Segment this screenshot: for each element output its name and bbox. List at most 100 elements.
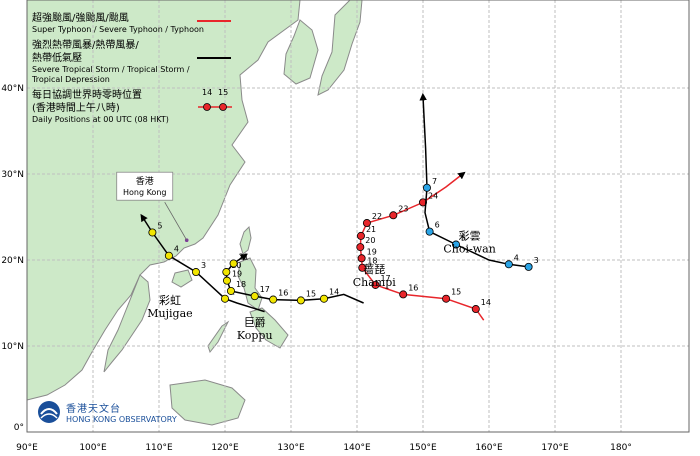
hong-kong-en: Hong Kong	[123, 188, 167, 197]
daily-position-dot	[250, 292, 259, 301]
daily-position-dot	[220, 294, 229, 303]
daily-position-dot	[442, 294, 451, 303]
daily-position-label: 17	[260, 285, 270, 294]
daily-position-label: 18	[367, 257, 377, 266]
lon-label: 120°E	[211, 443, 239, 453]
lon-label: 130°E	[277, 443, 305, 453]
daily-position-label: 15	[306, 289, 316, 298]
legend-daily-sample: 14 15	[198, 88, 232, 111]
daily-position-label: 6	[435, 221, 440, 230]
daily-position-label: 7	[432, 177, 437, 186]
daily-position-dot	[524, 262, 533, 271]
daily-position-dot	[191, 268, 200, 277]
daily-position-dot	[358, 263, 367, 272]
daily-position-dot	[357, 254, 366, 263]
japan	[317, 0, 363, 96]
legend-storm-zh-2: 熱帶低氣壓	[32, 53, 82, 64]
daily-position-label: 14	[481, 298, 491, 307]
lon-label: 180°	[610, 443, 632, 453]
legend-daily-en: Daily Positions at 00 UTC (08 HKT)	[32, 115, 169, 124]
vietnam-peninsula	[103, 274, 151, 373]
daily-position-label: 22	[372, 212, 382, 221]
graticule	[26, 0, 690, 433]
daily-position-label: 14	[329, 288, 339, 297]
hong-kong-zh: 香港	[136, 175, 154, 187]
daily-position-dot	[389, 211, 398, 220]
daily-position-dot	[319, 294, 328, 303]
palawan	[207, 320, 230, 354]
daily-position-label: 3	[534, 256, 539, 265]
daily-position-dot	[371, 280, 380, 289]
legend-storm-en-1: Severe Tropical Storm / Tropical Storm /	[32, 65, 190, 74]
borneo	[169, 379, 246, 426]
daily-position-label: 5	[157, 221, 162, 230]
daily-position-dot	[356, 231, 365, 240]
daily-position-dot	[399, 290, 408, 299]
legend-typhoon-en: Super Typhoon / Severe Typhoon / Typhoon	[32, 25, 204, 34]
storm-name-en: Koppu	[237, 329, 273, 342]
lon-label: 170°E	[541, 443, 569, 453]
daily-position-label: 5	[461, 234, 466, 243]
lon-label: 140°E	[343, 443, 371, 453]
daily-position-label: 24	[428, 191, 438, 200]
daily-position-label: 16	[408, 283, 418, 292]
legend-storm-zh-1: 強烈熱帶風暴/熱帶風暴/	[32, 40, 139, 51]
lat-label: 10°N	[1, 342, 24, 352]
visayas-mindanao	[249, 307, 289, 349]
daily-position-dot	[164, 251, 173, 260]
storm-name-zh: 彩雲	[459, 230, 481, 243]
daily-position-dot	[422, 183, 431, 192]
daily-position-label: 16	[278, 289, 288, 298]
storm-name-zh: 蔷琵	[363, 263, 385, 276]
daily-position-dot	[226, 286, 235, 295]
daily-position-label: 23	[398, 204, 408, 213]
daily-position-label: 21	[366, 225, 376, 234]
lat-label: 30°N	[1, 170, 24, 180]
hainan	[171, 269, 193, 288]
lat-label: 20°N	[1, 256, 24, 266]
legend-typhoon: 超強颱風/強颱風/颱風 Super Typhoon / Severe Typho…	[32, 12, 237, 35]
lon-label: 160°E	[475, 443, 503, 453]
legend-daily-zh-1: 每日協調世界時零時位置	[32, 90, 142, 101]
daily-position-label: 18	[236, 280, 246, 289]
lat-label: 40°N	[1, 84, 24, 94]
lon-label: 90°E	[16, 443, 38, 453]
legend-typhoon-zh: 超強颱風/強颱風/颱風	[32, 13, 129, 24]
track-choi-wan: 3 4 5 6 7	[419, 92, 539, 271]
legend-day-b: 15	[218, 88, 228, 97]
hko-emblem-icon	[38, 401, 60, 423]
daily-position-dot	[269, 295, 278, 304]
storm-name-zh: 彩虹	[159, 294, 181, 307]
daily-position-dot	[148, 228, 157, 237]
daily-position-dot	[229, 259, 238, 268]
hko-logo: 香港天文台 HONG KONG OBSERVATORY	[36, 400, 177, 424]
lon-label: 110°E	[145, 443, 173, 453]
daily-position-dot	[362, 219, 371, 228]
daily-position-dot	[425, 227, 434, 236]
lat-label: 0°	[14, 423, 24, 433]
daily-position-dot	[418, 198, 427, 207]
legend-storm-en-2: Tropical Depression	[32, 75, 110, 84]
lon-label: 100°E	[79, 443, 107, 453]
daily-position-dot	[296, 296, 305, 305]
lon-label: 150°E	[409, 443, 437, 453]
legend-typhoon-line	[197, 20, 231, 22]
storm-name-en: Choi-wan	[443, 243, 495, 256]
legend-storm-line	[197, 57, 231, 59]
logo-zh: 香港天文台	[66, 404, 121, 415]
daily-position-dot	[451, 240, 460, 249]
daily-position-label: 21	[239, 252, 249, 261]
daily-position-label: 20	[365, 236, 375, 245]
legend-storm: 強烈熱帶風暴/熱帶風暴/ 熱帶低氣壓 Severe Tropical Storm…	[32, 39, 237, 85]
daily-position-label: 19	[367, 247, 377, 256]
daily-position-label: 19	[232, 270, 242, 279]
storm-name-zh: 巨爵	[244, 315, 266, 329]
legend: 超強颱風/強颱風/颱風 Super Typhoon / Severe Typho…	[32, 12, 237, 129]
daily-position-label: 4	[174, 245, 179, 254]
daily-position-label: 4	[514, 253, 519, 262]
